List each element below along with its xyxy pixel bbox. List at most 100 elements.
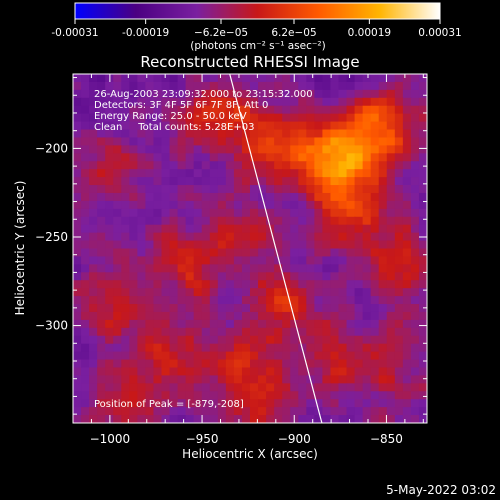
heatmap-pixel — [89, 415, 98, 423]
heatmap-pixel — [322, 192, 332, 202]
heatmap-pixel — [137, 248, 147, 258]
heatmap-pixel — [274, 232, 283, 242]
heatmap-pixel — [129, 343, 138, 353]
heatmap-pixel — [274, 391, 283, 400]
heatmap-pixel — [233, 177, 243, 186]
heatmap-pixel — [137, 280, 147, 289]
heatmap-pixel — [322, 359, 332, 369]
heatmap-pixel — [129, 121, 138, 131]
heatmap-pixel — [209, 296, 219, 305]
heatmap-pixel — [402, 89, 412, 99]
heatmap-pixel — [185, 121, 195, 131]
heatmap-pixel — [338, 208, 348, 218]
heatmap-pixel — [346, 113, 356, 123]
heatmap-pixel — [322, 327, 332, 337]
heatmap-pixel — [129, 200, 138, 210]
heatmap-pixel — [274, 74, 283, 83]
heatmap-pixel — [266, 97, 275, 107]
heatmap-pixel — [386, 224, 396, 234]
heatmap-pixel — [354, 304, 364, 313]
heatmap-pixel — [129, 375, 138, 384]
heatmap-pixel — [177, 97, 187, 107]
heatmap-pixel — [266, 81, 275, 91]
heatmap-pixel — [346, 121, 356, 131]
heatmap-pixel — [217, 399, 227, 408]
heatmap-pixel — [338, 89, 348, 99]
heatmap-pixel — [129, 280, 138, 289]
heatmap-pixel — [250, 121, 259, 131]
heatmap-pixel — [378, 240, 388, 250]
heatmap-pixel — [354, 200, 364, 210]
heatmap-pixel — [137, 105, 147, 115]
heatmap-pixel — [370, 367, 380, 377]
heatmap-pixel — [129, 367, 138, 377]
heatmap-pixel — [370, 335, 380, 345]
heatmap-pixel — [105, 192, 114, 202]
heatmap-pixel — [161, 280, 171, 289]
heatmap-pixel — [306, 105, 315, 115]
heatmap-pixel — [354, 177, 364, 186]
heatmap-pixel — [177, 185, 187, 194]
heatmap-pixel — [410, 177, 420, 186]
heatmap-pixel — [185, 185, 195, 194]
x-tick-label: −850 — [370, 432, 403, 446]
heatmap-pixel — [185, 216, 195, 226]
heatmap-pixel — [314, 105, 324, 115]
heatmap-pixel — [346, 343, 356, 353]
heatmap-pixel — [225, 177, 235, 186]
heatmap-pixel — [193, 224, 203, 234]
heatmap-pixel — [185, 383, 195, 392]
heatmap-pixel — [137, 89, 147, 99]
heatmap-pixel — [241, 367, 251, 377]
heatmap-pixel — [290, 97, 299, 107]
heatmap-pixel — [97, 161, 106, 170]
heatmap-pixel — [330, 81, 340, 91]
heatmap-pixel — [121, 89, 130, 99]
heatmap-pixel — [113, 359, 122, 369]
heatmap-pixel — [241, 81, 251, 91]
heatmap-pixel — [81, 208, 90, 218]
heatmap-pixel — [362, 415, 372, 423]
colorbar-tick-label: −6.2e−05 — [194, 27, 248, 39]
heatmap-pixel — [153, 121, 163, 131]
annotation-energy-range: Energy Range: 25.0 - 50.0 keV — [94, 111, 247, 122]
heatmap-pixel — [137, 351, 147, 361]
heatmap-pixel — [282, 185, 291, 194]
heatmap-pixel — [258, 264, 267, 273]
heatmap-pixel — [89, 240, 98, 250]
heatmap-pixel — [161, 335, 171, 345]
heatmap-pixel — [354, 153, 364, 162]
heatmap-pixel — [250, 304, 259, 313]
heatmap-pixel — [161, 311, 171, 321]
heatmap-pixel — [362, 97, 372, 107]
heatmap-pixel — [250, 383, 259, 392]
heatmap-pixel — [330, 272, 340, 281]
heatmap-pixel — [282, 145, 291, 154]
heatmap-pixel — [217, 335, 227, 345]
heatmap-pixel — [266, 296, 275, 305]
heatmap-pixel — [217, 256, 227, 265]
heatmap-pixel — [346, 351, 356, 361]
heatmap-pixel — [89, 335, 98, 345]
heatmap-pixel — [298, 89, 307, 99]
heatmap-pixel — [121, 304, 130, 313]
heatmap-pixel — [145, 407, 155, 416]
heatmap-pixel — [193, 216, 203, 226]
heatmap-pixel — [370, 319, 380, 329]
heatmap-pixel — [113, 216, 122, 226]
heatmap-pixel — [177, 319, 187, 329]
heatmap-pixel — [250, 319, 259, 329]
heatmap-pixel — [346, 264, 356, 273]
heatmap-pixel — [81, 240, 90, 250]
heatmap-pixel — [73, 169, 82, 178]
heatmap-pixel — [378, 192, 388, 202]
heatmap-pixel — [306, 177, 315, 186]
heatmap-pixel — [97, 177, 106, 186]
heatmap-pixel — [258, 296, 267, 305]
heatmap-pixel — [97, 399, 106, 408]
heatmap-pixel — [161, 145, 171, 154]
heatmap-pixel — [306, 153, 315, 162]
heatmap-pixel — [201, 169, 211, 178]
heatmap-pixel — [241, 161, 251, 170]
heatmap-pixel — [185, 153, 195, 162]
